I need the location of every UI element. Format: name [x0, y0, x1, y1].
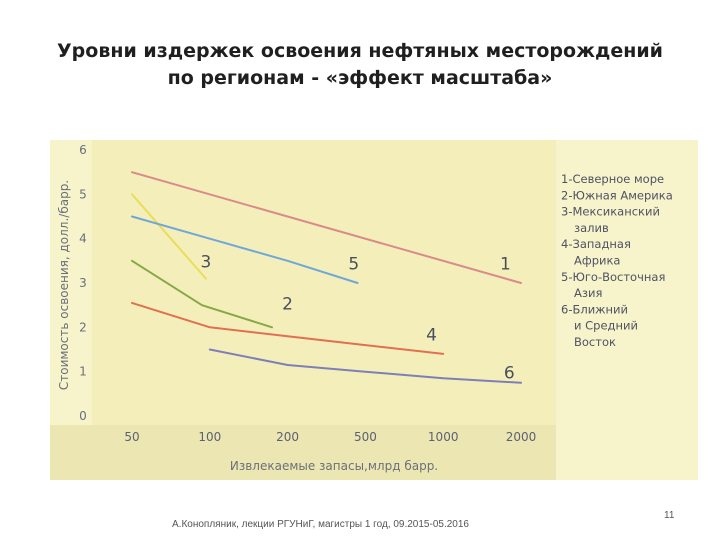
x-tick-label: 1000 — [428, 430, 459, 444]
legend-entry: 3-Мексиканский — [561, 205, 660, 219]
series-line-6 — [208, 348, 522, 384]
legend-entry: залив — [574, 221, 609, 235]
legend-entry: 1-Северное море — [561, 172, 664, 186]
plot-area — [92, 140, 556, 425]
x-tick-label: 50 — [124, 430, 139, 444]
y-tick-label: 5 — [79, 187, 87, 201]
y-tick-label: 4 — [79, 232, 87, 246]
y-tick-layer: 0 1 2 3 4 5 6 — [79, 143, 87, 423]
series-label-4: 4 — [426, 326, 437, 346]
legend-entry: Восток — [574, 335, 616, 349]
y-tick-label: 6 — [79, 143, 87, 157]
series-label-1: 1 — [500, 255, 511, 275]
series-label-3: 3 — [200, 252, 211, 272]
cost-chart: 1 2 3 4 5 6 0 1 2 3 4 5 6 50 100 200 500 1000 2000 Стоим… — [50, 140, 698, 480]
x-tick-label: 2000 — [506, 430, 537, 444]
legend-entry: 6-Ближний — [561, 302, 628, 316]
legend-entry: Африка — [574, 254, 620, 268]
title-line-1: Уровни издержек освоения нефтяных местор… — [57, 40, 663, 62]
y-tick-label: 2 — [79, 320, 87, 334]
legend-entry: Азия — [574, 286, 602, 300]
y-axis-label: Стоимость освоения, долл./барр. — [57, 180, 71, 390]
x-axis-label: Извлекаемые запасы,млрд барр. — [230, 459, 438, 473]
series-label-5: 5 — [348, 255, 359, 275]
series-layer: 1 2 3 4 5 6 — [131, 171, 522, 384]
x-tick-label: 100 — [198, 430, 221, 444]
series-line-5 — [131, 215, 359, 284]
legend-entry: и Средний — [574, 319, 638, 333]
title-line-2: по регионам - «эффект масштаба» — [167, 67, 553, 89]
series-line-3 — [131, 193, 207, 280]
legend-entry: 2-Южная Америка — [561, 188, 673, 202]
legend-entry: 4-Западная — [561, 237, 631, 251]
series-line-1 — [131, 171, 522, 284]
x-tick-label: 200 — [276, 430, 299, 444]
series-label-2: 2 — [282, 295, 293, 315]
legend-entry: 5-Юго-Восточная — [561, 270, 665, 284]
series-label-6: 6 — [504, 363, 515, 383]
page-number: 11 — [664, 510, 675, 521]
footer-text: А.Конопляник, лекции РГУНиГ, магистры 1 … — [172, 519, 469, 530]
x-axis-band — [50, 425, 556, 480]
series-line-4 — [131, 301, 445, 355]
slide-title: Уровни издержек освоения нефтяных местор… — [0, 38, 720, 92]
x-tick-layer: 50 100 200 500 1000 2000 — [124, 430, 536, 444]
chart-figure: 1 2 3 4 5 6 0 1 2 3 4 5 6 50 100 200 500 1000 2000 Стоим… — [50, 140, 698, 480]
series-line-2 — [131, 259, 273, 329]
legend: 1-Северное море 2-Южная Америка 3-Мексикан… — [561, 172, 673, 349]
y-tick-label: 1 — [79, 365, 87, 379]
x-tick-label: 500 — [354, 430, 377, 444]
y-tick-label: 0 — [79, 409, 87, 423]
y-tick-label: 3 — [79, 276, 87, 290]
